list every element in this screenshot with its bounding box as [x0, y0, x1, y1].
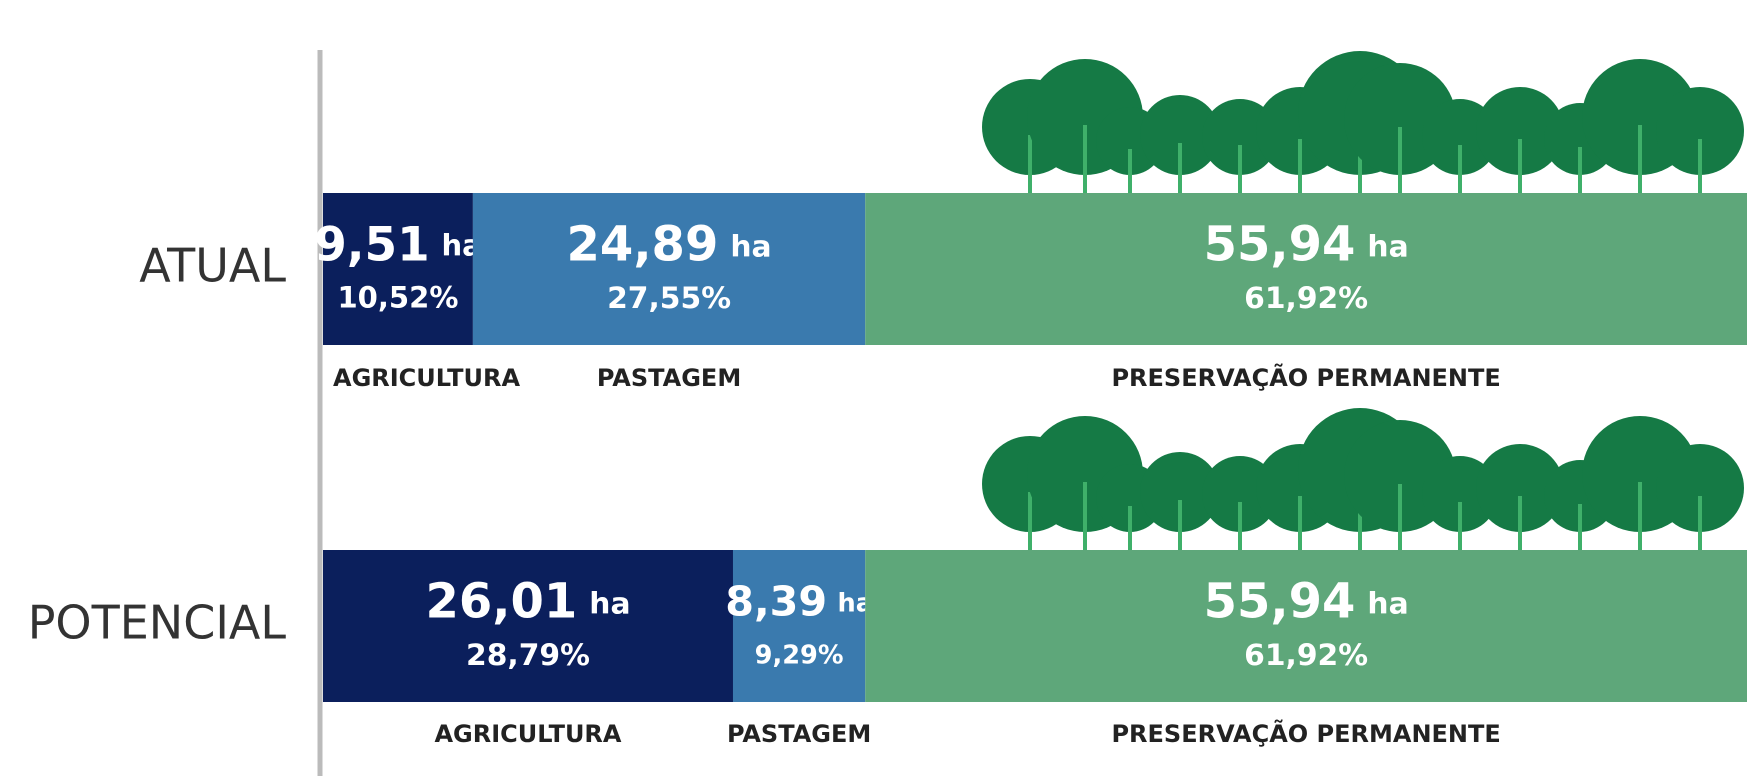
value-unit: ha [1367, 229, 1408, 264]
value-number: 55,94 [1204, 574, 1356, 630]
segment-label: AGRICULTURA [333, 364, 520, 392]
row-label: ATUAL [139, 239, 286, 293]
value-unit: ha [589, 586, 630, 621]
value-number: 9,51 [314, 218, 430, 272]
percentage-label: 27,55% [607, 281, 731, 316]
percentage-label: 61,92% [1244, 281, 1368, 316]
percentage-label: 61,92% [1244, 638, 1368, 673]
value-number: 55,94 [1204, 217, 1356, 273]
value-number: 26,01 [425, 574, 577, 630]
value-number: 8,39 [725, 578, 827, 626]
value-number: 24,89 [567, 217, 719, 273]
percentage-label: 9,29% [755, 640, 844, 670]
value-unit: ha [730, 229, 771, 264]
value-unit: ha [1367, 586, 1408, 621]
segment-label: PASTAGEM [597, 364, 741, 392]
segment-label: PASTAGEM [727, 720, 871, 748]
segment-label: PRESERVAÇÃO PERMANENTE [1111, 719, 1500, 748]
segment-label: AGRICULTURA [434, 720, 621, 748]
percentage-label: 10,52% [337, 280, 458, 314]
row-label: POTENCIAL [28, 596, 287, 650]
percentage-label: 28,79% [466, 638, 590, 673]
chart: ATUAL 9,51 ha 10,52% AGRICULTURA 24,89 ha 27,55… [0, 0, 1747, 776]
bar-segment [733, 550, 865, 702]
segment-label: PRESERVAÇÃO PERMANENTE [1111, 363, 1500, 392]
